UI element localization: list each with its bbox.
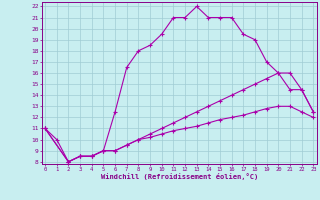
X-axis label: Windchill (Refroidissement éolien,°C): Windchill (Refroidissement éolien,°C) — [100, 173, 258, 180]
